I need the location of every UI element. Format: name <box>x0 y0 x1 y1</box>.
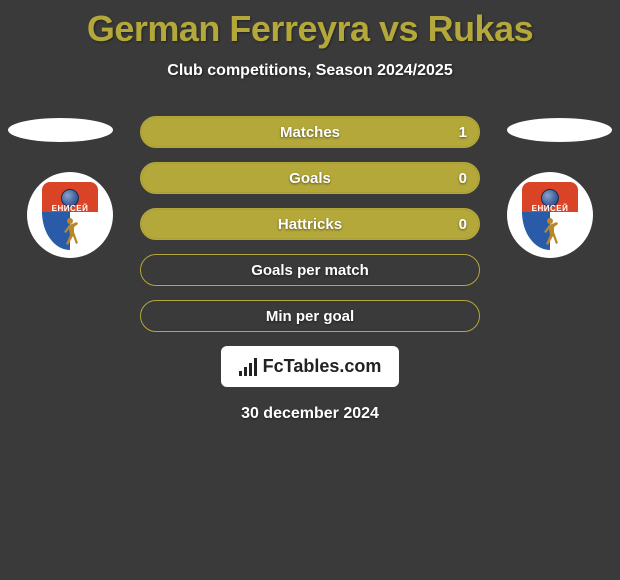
shield-icon: ЕНИСЕЙ <box>42 182 98 248</box>
stat-row-min-per-goal: Min per goal <box>140 300 480 332</box>
stat-value-right: 1 <box>459 124 467 141</box>
brand-badge[interactable]: FcTables.com <box>221 346 400 387</box>
footer: FcTables.com 30 december 2024 <box>0 346 620 423</box>
stat-label: Hattricks <box>278 216 342 233</box>
stat-label: Min per goal <box>266 308 354 325</box>
comparison-panel: ЕНИСЕЙ ЕНИСЕЙ Matches 1 Goals 0 <box>0 110 620 423</box>
stat-value-right: 0 <box>459 216 467 233</box>
page-title: German Ferreyra vs Rukas <box>0 0 620 50</box>
brand-text: FcTables.com <box>263 356 382 377</box>
brand-text-rest: Tables.com <box>284 356 382 376</box>
runner-icon <box>60 216 80 246</box>
stat-row-hattricks: Hattricks 0 <box>140 208 480 240</box>
player-left-slot <box>8 118 113 142</box>
subtitle: Club competitions, Season 2024/2025 <box>0 62 620 80</box>
stat-label: Goals <box>289 170 331 187</box>
stat-row-matches: Matches 1 <box>140 116 480 148</box>
brand-text-bold: Fc <box>263 356 284 376</box>
date: 30 december 2024 <box>0 405 620 423</box>
team-crest-left: ЕНИСЕЙ <box>27 172 113 258</box>
stat-label: Matches <box>280 124 340 141</box>
player-right-slot <box>507 118 612 142</box>
runner-icon <box>540 216 560 246</box>
team-crest-right: ЕНИСЕЙ <box>507 172 593 258</box>
bars-icon <box>239 358 257 376</box>
shield-icon: ЕНИСЕЙ <box>522 182 578 248</box>
stat-row-goals: Goals 0 <box>140 162 480 194</box>
stat-bars: Matches 1 Goals 0 Hattricks 0 Goals per … <box>140 110 480 332</box>
stat-label: Goals per match <box>251 262 369 279</box>
stat-row-goals-per-match: Goals per match <box>140 254 480 286</box>
stat-value-right: 0 <box>459 170 467 187</box>
